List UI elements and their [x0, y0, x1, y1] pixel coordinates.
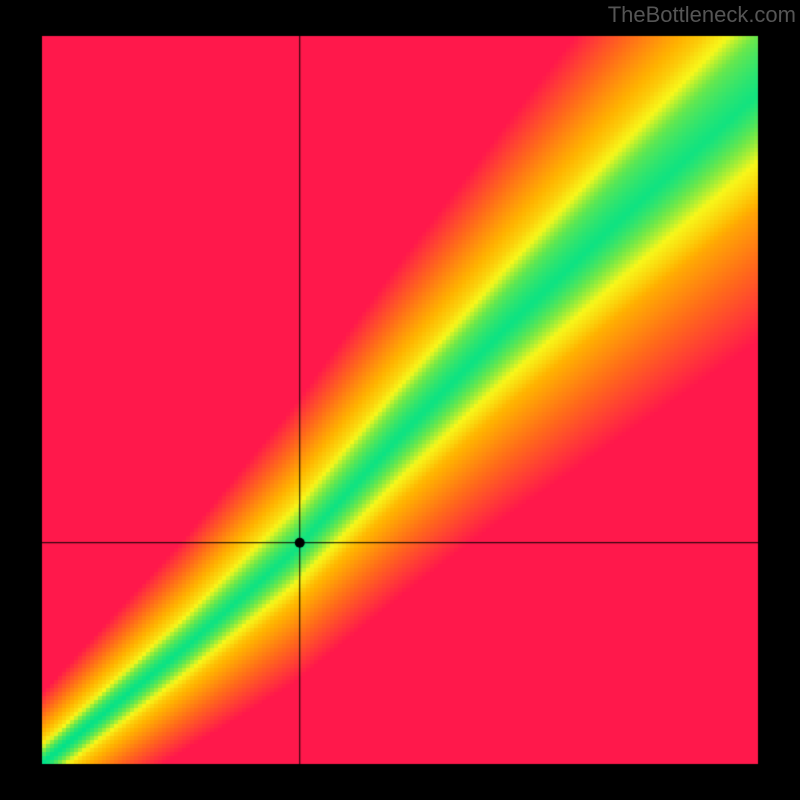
heatmap-canvas: [0, 0, 800, 800]
watermark-text: TheBottleneck.com: [608, 2, 796, 28]
chart-container: TheBottleneck.com: [0, 0, 800, 800]
